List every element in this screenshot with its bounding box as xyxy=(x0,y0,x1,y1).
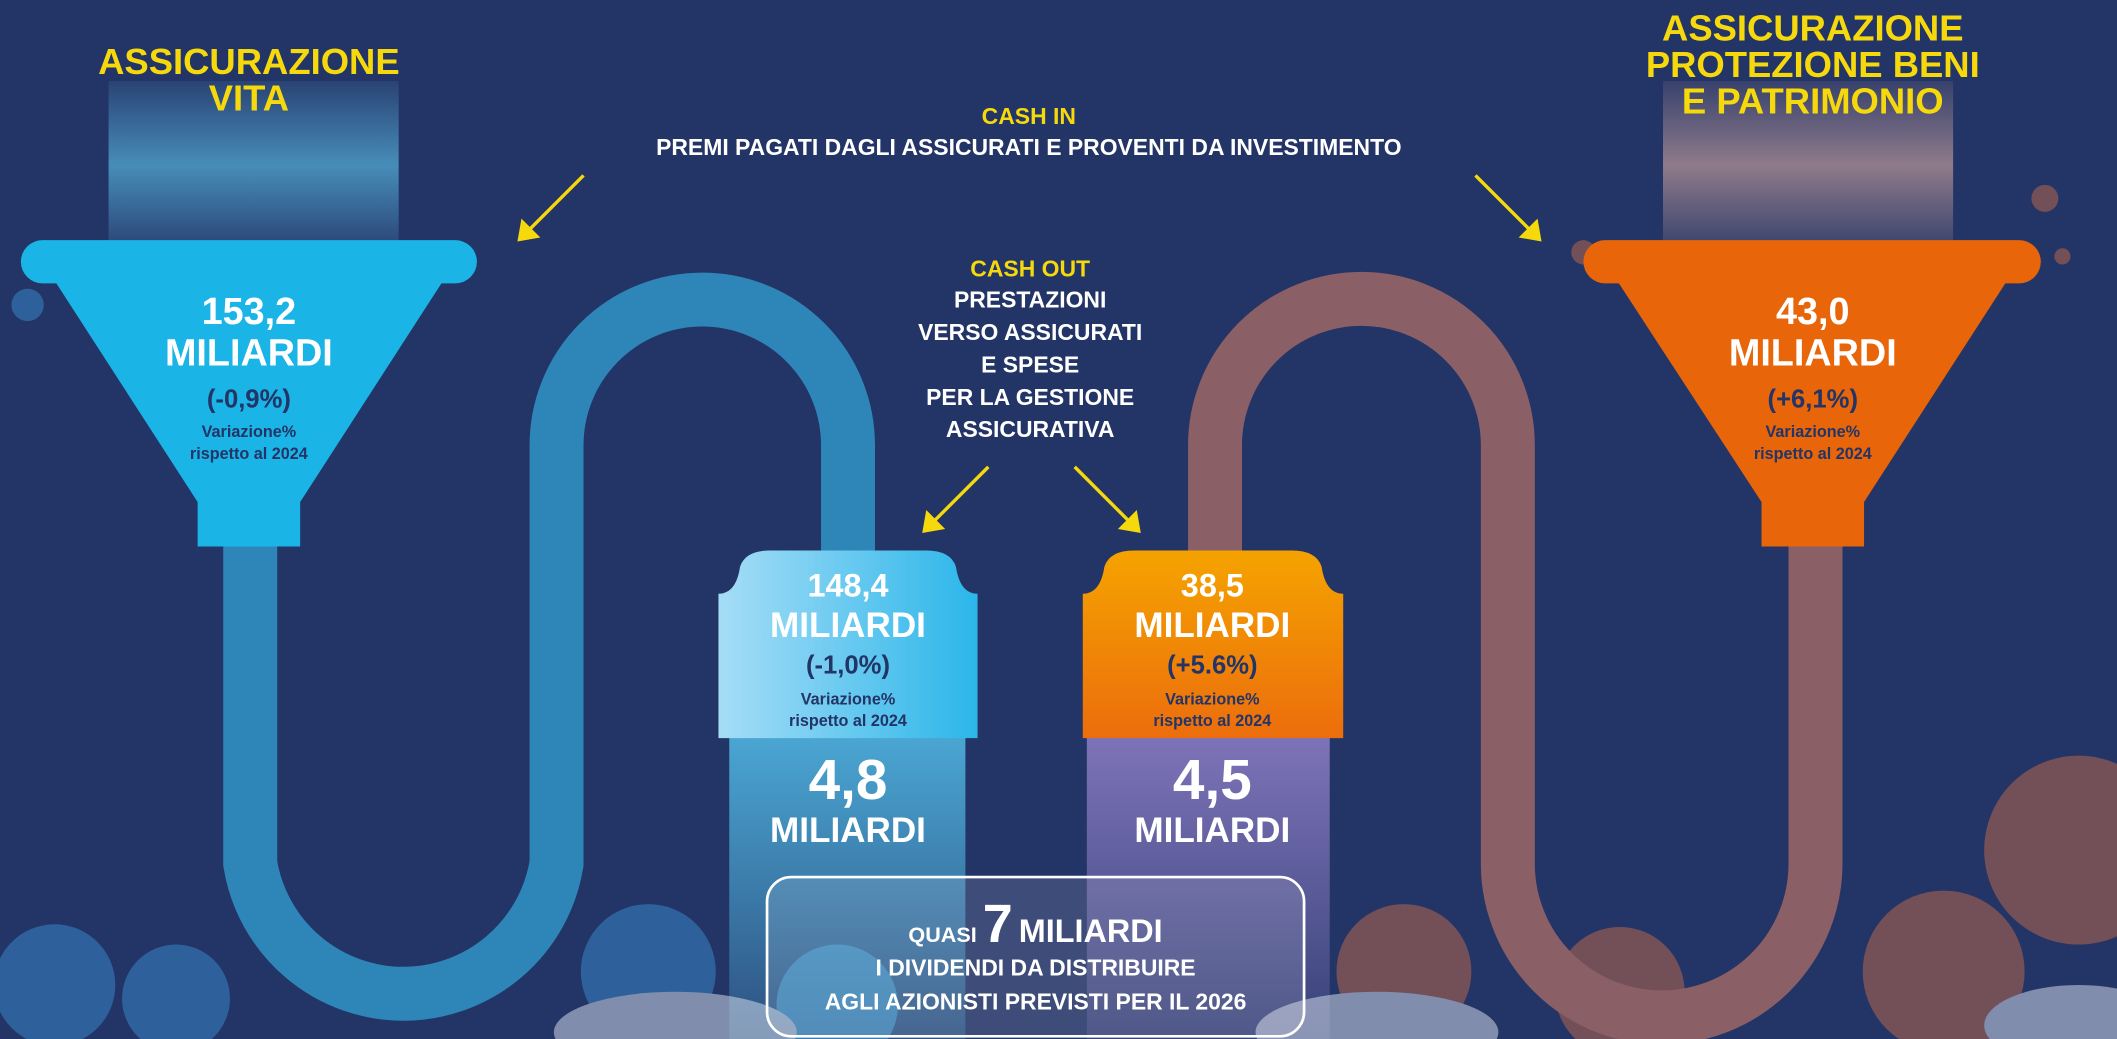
value: 43,0 xyxy=(1776,291,1850,333)
streams xyxy=(108,80,1954,1039)
pipe xyxy=(1188,271,1843,1039)
bubble xyxy=(2054,248,2071,265)
result-unit: MILIARDI xyxy=(1134,811,1290,850)
section-title: ASSICURAZIONE xyxy=(1662,7,1964,48)
value: 38,5 xyxy=(1181,567,1244,603)
funnel-rim xyxy=(1583,240,2041,284)
note: Variazione% xyxy=(1766,423,1860,441)
note: rispetto al 2024 xyxy=(1153,712,1271,730)
bubble xyxy=(0,924,116,1039)
bubble xyxy=(776,944,898,1039)
arrow-head xyxy=(517,218,541,242)
bubble xyxy=(2031,184,2059,212)
unit: MILIARDI xyxy=(1729,333,1897,375)
arrow xyxy=(1073,465,1130,523)
description: PRESTAZIONI xyxy=(954,287,1106,313)
water-stream xyxy=(108,80,399,250)
bubbles xyxy=(0,184,2117,1039)
change: (-0,9%) xyxy=(207,386,291,414)
arrows xyxy=(517,174,1542,533)
dividend-text: AGLI AZIONISTI PREVISTI PER IL 2026 xyxy=(825,988,1247,1014)
arrow xyxy=(528,174,585,231)
section-title: PROTEZIONE BENI xyxy=(1646,44,1980,85)
prefix: QUASI xyxy=(908,922,976,947)
arrow-head xyxy=(1518,218,1542,242)
bubble xyxy=(122,944,230,1039)
boxes xyxy=(718,550,1344,1038)
dividend-value: 7 xyxy=(983,894,1013,954)
arrow-head xyxy=(922,510,946,533)
description: ASSICURATIVA xyxy=(946,416,1115,442)
bubble xyxy=(1984,755,2117,945)
result-value: 4,8 xyxy=(809,749,888,812)
pipe xyxy=(223,272,875,1021)
change: (-1,0%) xyxy=(806,651,890,679)
description: PER LA GESTIONE xyxy=(926,384,1134,410)
texts: ASSICURAZIONE VITA 153,2 MILIARDI (-0,9%… xyxy=(98,7,1980,1014)
section-title: ASSICURAZIONE xyxy=(98,41,400,82)
bubble xyxy=(1862,890,2025,1039)
value: 153,2 xyxy=(202,291,297,333)
note: rispetto al 2024 xyxy=(1754,445,1872,463)
description: VERSO ASSICURATI xyxy=(918,319,1142,345)
heading: CASH OUT xyxy=(970,256,1090,282)
water-stream xyxy=(1663,80,1954,250)
funnel-rim xyxy=(20,240,477,284)
cloud xyxy=(1984,985,2117,1039)
funnels xyxy=(20,240,2041,547)
note: rispetto al 2024 xyxy=(190,445,308,463)
cloud xyxy=(553,991,797,1039)
description: PREMI PAGATI DAGLI ASSICURATI E PROVENTI… xyxy=(656,134,1401,160)
unit: MILIARDI xyxy=(165,333,333,375)
funnel xyxy=(54,280,444,547)
pipes xyxy=(223,271,1843,1039)
arrow xyxy=(1474,174,1531,231)
note: Variazione% xyxy=(202,423,296,441)
value: 148,4 xyxy=(807,567,888,603)
result-unit: MILIARDI xyxy=(770,811,926,850)
unit: MILIARDI xyxy=(770,606,926,645)
result-value: 4,5 xyxy=(1173,749,1252,812)
dividend-text: I DIVIDENDI DA DISTRIBUIRE xyxy=(876,955,1196,981)
dividend-unit: MILIARDI xyxy=(1019,913,1163,949)
heading: CASH IN xyxy=(982,103,1076,129)
note: Variazione% xyxy=(1165,690,1259,708)
dividend-headline: QUASI 7 MILIARDI xyxy=(908,894,1162,954)
change: (+6,1%) xyxy=(1768,386,1858,414)
note: Variazione% xyxy=(801,690,895,708)
water-stream xyxy=(1086,735,1330,1039)
bubble xyxy=(11,288,44,322)
unit: MILIARDI xyxy=(1134,606,1290,645)
cloud xyxy=(1255,991,1499,1039)
funnel xyxy=(1617,280,2008,547)
section-title: VITA xyxy=(209,78,289,119)
change: (+5.6%) xyxy=(1167,651,1257,679)
box xyxy=(718,550,978,739)
arrow xyxy=(933,465,990,523)
dividend-box xyxy=(765,875,1306,1038)
box xyxy=(1082,550,1344,739)
description: E SPESE xyxy=(981,351,1079,377)
arrow-head xyxy=(1117,510,1141,533)
section-title: E PATRIMONIO xyxy=(1682,80,1944,121)
note: rispetto al 2024 xyxy=(789,712,907,730)
